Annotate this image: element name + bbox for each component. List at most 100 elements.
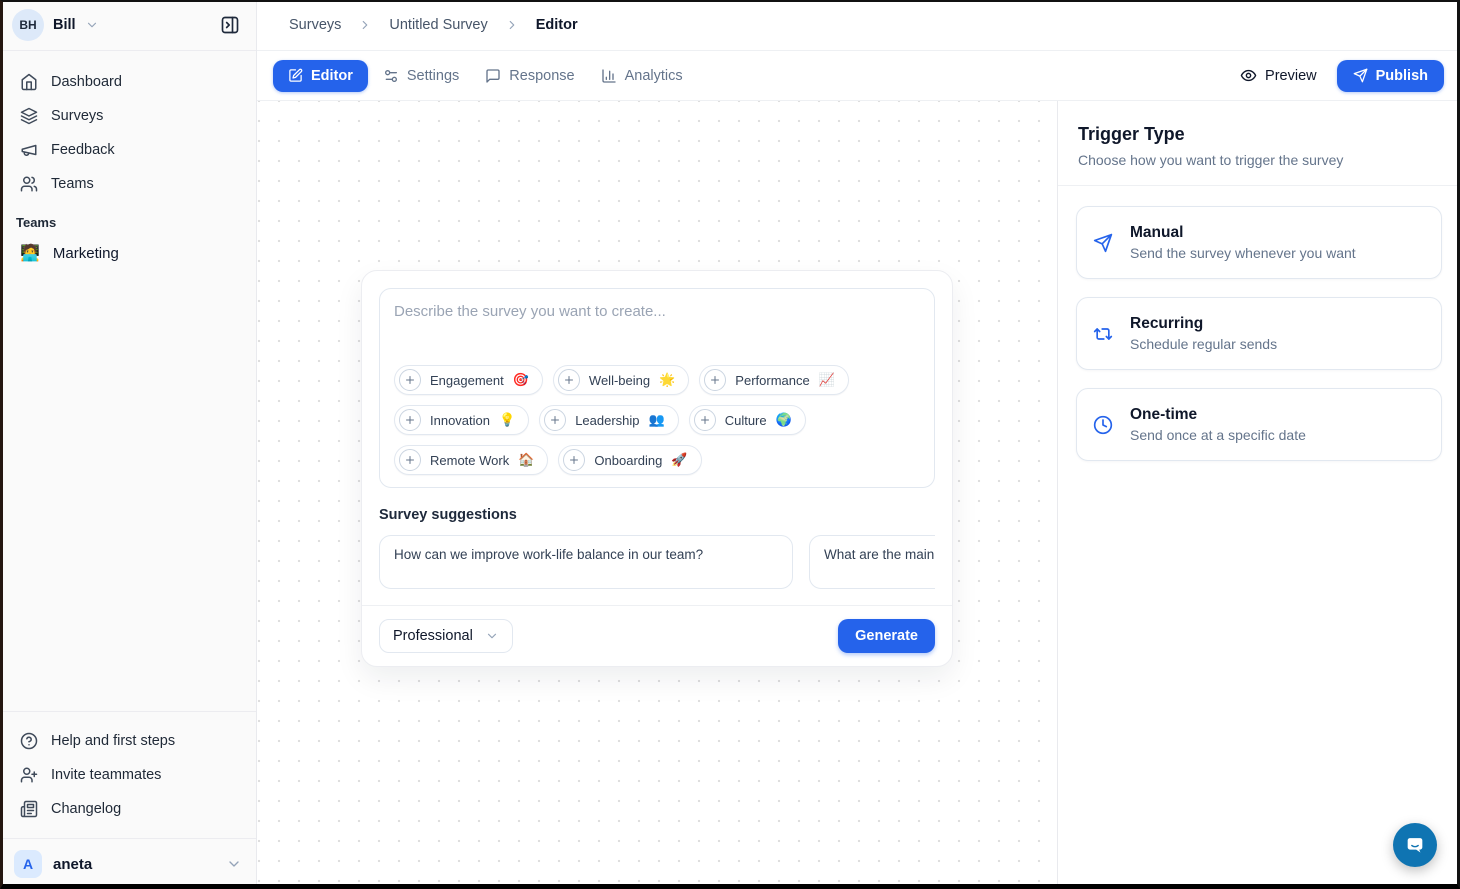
composer-footer: Professional Generate — [362, 605, 952, 666]
tab-response[interactable]: Response — [474, 60, 585, 92]
chip-label: Engagement — [430, 372, 504, 388]
editor-toolbar: Editor Settings Response Analytics — [257, 51, 1460, 101]
bulb-emoji-icon: 💡 — [499, 412, 516, 427]
account-switcher[interactable]: A aneta — [0, 838, 256, 889]
tab-label: Response — [509, 67, 575, 84]
plus-circle-icon — [399, 369, 421, 391]
sidebar-item-changelog[interactable]: Changelog — [12, 792, 244, 826]
preview-button[interactable]: Preview — [1234, 59, 1323, 92]
topic-chip-performance[interactable]: Performance 📈 — [699, 365, 849, 395]
topic-chip-engagement[interactable]: Engagement 🎯 — [394, 365, 543, 395]
sidebar-item-label: Dashboard — [51, 74, 122, 90]
tab-label: Settings — [406, 67, 460, 84]
topic-chip-well-being[interactable]: Well-being 🌟 — [552, 365, 690, 395]
breadcrumb-editor: Editor — [535, 17, 578, 33]
sidebar-item-label: Invite teammates — [51, 767, 162, 783]
topic-chips: Engagement 🎯 Well-being 🌟 Performance — [394, 365, 920, 475]
avatar[interactable]: BH — [12, 9, 44, 41]
sidebar-item-surveys[interactable]: Surveys — [12, 99, 244, 133]
option-description: Send the survey whenever you want — [1130, 245, 1356, 261]
tab-label: Analytics — [624, 67, 683, 84]
tone-select[interactable]: Professional — [379, 619, 513, 653]
send-icon — [1093, 233, 1113, 253]
chat-launcher-button[interactable] — [1393, 823, 1437, 867]
plus-circle-icon — [544, 409, 567, 431]
tab-editor[interactable]: Editor — [273, 59, 368, 92]
chevron-right-icon — [358, 18, 372, 32]
chip-label: Well-being — [588, 372, 651, 388]
breadcrumb-surveys[interactable]: Surveys — [289, 17, 342, 33]
main-area: Surveys Untitled Survey Editor Editor Se… — [257, 0, 1460, 889]
tab-label: Editor — [311, 67, 353, 84]
trigger-option-text: One-time Send once at a specific date — [1130, 406, 1306, 443]
user-name[interactable]: Bill — [53, 17, 76, 33]
prompt-box: Engagement 🎯 Well-being 🌟 Performance — [379, 288, 935, 488]
topic-chip-culture[interactable]: Culture 🌍 — [688, 405, 806, 435]
breadcrumb-untitled-survey[interactable]: Untitled Survey — [389, 17, 488, 33]
sidebar-item-team-marketing[interactable]: 🧑‍💻 Marketing — [0, 236, 256, 270]
topic-chip-remote-work[interactable]: Remote Work 🏠 — [394, 445, 549, 475]
panel-right-icon — [220, 15, 240, 35]
layers-icon — [20, 107, 38, 125]
plus-circle-icon — [399, 409, 421, 431]
send-icon — [1353, 68, 1368, 83]
preview-label: Preview — [1265, 67, 1317, 84]
trigger-option-one-time[interactable]: One-time Send once at a specific date — [1076, 388, 1442, 461]
tab-settings[interactable]: Settings — [372, 60, 470, 92]
content-area: Engagement 🎯 Well-being 🌟 Performance — [257, 101, 1460, 889]
tab-analytics[interactable]: Analytics — [590, 60, 694, 92]
chevron-down-icon — [485, 629, 499, 643]
plus-circle-icon — [693, 409, 716, 431]
survey-composer-card: Engagement 🎯 Well-being 🌟 Performance — [361, 270, 953, 667]
plus-circle-icon — [563, 449, 586, 471]
publish-button[interactable]: Publish — [1336, 59, 1444, 92]
sidebar-item-feedback[interactable]: Feedback — [12, 133, 244, 167]
collapse-sidebar-button[interactable] — [216, 11, 244, 39]
chip-label: Leadership — [575, 412, 640, 428]
sidebar-item-label: Feedback — [51, 142, 115, 158]
breadcrumb: Surveys Untitled Survey Editor — [257, 0, 1460, 51]
sidebar-item-teams[interactable]: Teams — [12, 167, 244, 201]
option-title: One-time — [1130, 406, 1198, 423]
publish-label: Publish — [1375, 67, 1428, 84]
sidebar: BH Bill Dashboard Surveys F — [0, 0, 257, 889]
sidebar-item-help[interactable]: Help and first steps — [12, 724, 244, 758]
suggestions-title: Survey suggestions — [379, 507, 517, 523]
edit-square-icon — [288, 68, 303, 83]
sidebar-spacer — [0, 270, 256, 711]
sidebar-item-invite[interactable]: Invite teammates — [12, 758, 244, 792]
rocket-emoji-icon: 🚀 — [671, 452, 688, 467]
composer-top: Engagement 🎯 Well-being 🌟 Performance — [362, 271, 952, 589]
trigger-option-recurring[interactable]: Recurring Schedule regular sends — [1076, 297, 1442, 370]
sidebar-header: BH Bill — [0, 0, 256, 51]
topic-chip-innovation[interactable]: Innovation 💡 — [394, 405, 530, 435]
sidebar-item-label: Help and first steps — [51, 733, 176, 749]
globe-emoji-icon: 🌍 — [775, 412, 792, 427]
chevron-down-icon[interactable] — [85, 18, 99, 32]
plus-circle-icon — [399, 449, 421, 471]
trigger-panel-header: Trigger Type Choose how you want to trig… — [1058, 101, 1460, 186]
generate-button[interactable]: Generate — [838, 619, 935, 653]
sidebar-item-label: Changelog — [51, 801, 122, 817]
editor-canvas[interactable]: Engagement 🎯 Well-being 🌟 Performance — [257, 101, 1057, 889]
suggestions-row: How can we improve work-life balance in … — [379, 535, 935, 589]
survey-description-input[interactable] — [394, 303, 920, 365]
topic-chip-onboarding[interactable]: Onboarding 🚀 — [558, 445, 702, 475]
star-emoji-icon: 🌟 — [659, 372, 676, 387]
sidebar-item-dashboard[interactable]: Dashboard — [12, 65, 244, 99]
trigger-option-manual[interactable]: Manual Send the survey whenever you want — [1076, 206, 1442, 279]
chip-label: Culture — [724, 412, 767, 428]
house-emoji-icon: 🏠 — [518, 452, 535, 467]
team-name: Marketing — [52, 244, 119, 262]
topic-chip-leadership[interactable]: Leadership 👥 — [539, 405, 679, 435]
chart-emoji-icon: 📈 — [818, 372, 835, 387]
suggestion-card[interactable]: How can we improve work-life balance in … — [379, 535, 793, 589]
suggestion-card[interactable]: What are the main ob — [809, 535, 935, 589]
user-plus-icon — [20, 766, 38, 784]
sliders-icon — [383, 68, 399, 84]
trigger-options: Manual Send the survey whenever you want… — [1058, 186, 1460, 481]
chat-bubble-icon — [1404, 834, 1426, 856]
newspaper-icon — [20, 800, 38, 818]
sidebar-nav: Dashboard Surveys Feedback Teams — [0, 51, 256, 201]
option-description: Schedule regular sends — [1130, 336, 1278, 352]
